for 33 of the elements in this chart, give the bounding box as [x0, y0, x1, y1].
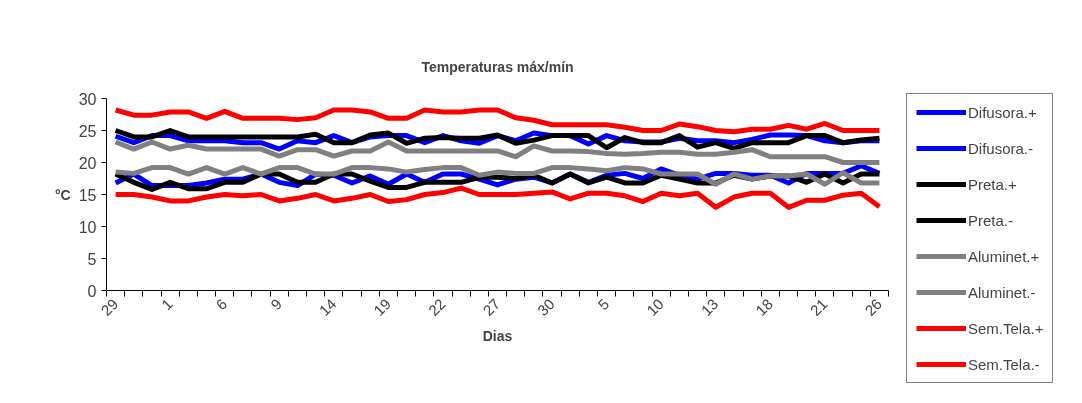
x-tick-label: 22: [424, 295, 449, 319]
y-axis-title: °C: [54, 186, 71, 203]
x-tick-label: 14: [315, 295, 340, 319]
y-tick-label: 0: [87, 282, 97, 300]
x-tick-label: 13: [697, 295, 722, 319]
y-tick-label: 10: [78, 218, 97, 236]
y-tick-label: 15: [78, 186, 97, 204]
chart-title: Temperaturas máx/mín: [421, 58, 574, 75]
legend-label: Difusora.+: [968, 103, 1037, 121]
x-tick-label: 21: [806, 295, 831, 319]
x-tick-label: 6: [212, 295, 231, 314]
x-axis-title: Dias: [482, 328, 513, 345]
legend-label: Aluminet.+: [968, 247, 1040, 265]
x-tick-label: 27: [479, 295, 504, 319]
x-tick-label: 1: [157, 295, 176, 314]
legend-label: Preta.+: [968, 175, 1017, 193]
y-tick-label: 5: [87, 250, 97, 268]
legend-label: Aluminet.-: [968, 283, 1036, 301]
x-tick-label: 26: [861, 295, 886, 319]
x-tick-label: 18: [752, 295, 776, 319]
x-tick-label: 5: [594, 295, 613, 314]
legend-label: Difusora.-: [968, 139, 1034, 157]
x-tick-label: 19: [370, 295, 395, 319]
y-tick-label: 20: [78, 154, 97, 172]
x-tick-label: 10: [643, 295, 667, 319]
x-tick-label: 30: [533, 295, 558, 319]
x-tick-label: 9: [267, 295, 285, 314]
legend-label: Sem.Tela.+: [968, 319, 1044, 337]
legend-label: Sem.Tela.-: [968, 355, 1040, 373]
legend-label: Preta.-: [968, 211, 1014, 229]
x-tick-label: 29: [97, 295, 122, 319]
y-tick-label: 25: [78, 122, 97, 140]
y-tick-label: 30: [78, 90, 97, 108]
